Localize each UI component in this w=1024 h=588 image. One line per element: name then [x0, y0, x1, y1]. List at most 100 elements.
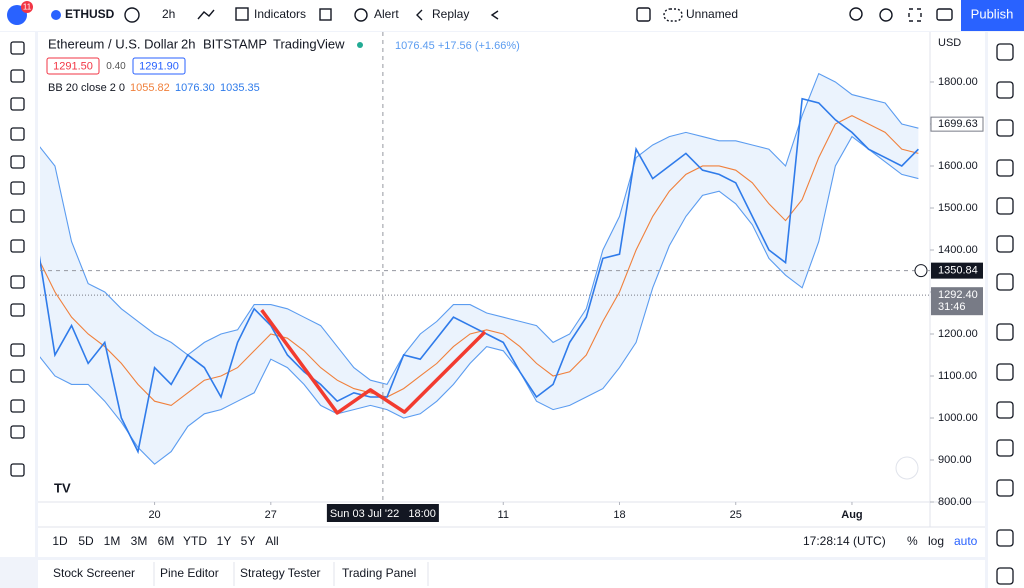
- range-button[interactable]: 6M: [158, 534, 175, 548]
- percent-toggle[interactable]: %: [907, 534, 918, 548]
- band-fill: [40, 73, 919, 465]
- panel-tab[interactable]: Trading Panel: [342, 566, 416, 580]
- x-tick-label: 18: [613, 509, 625, 521]
- tool-button[interactable]: [10, 239, 25, 253]
- range-button[interactable]: All: [265, 534, 278, 548]
- tool-button[interactable]: [10, 155, 25, 169]
- bid-box[interactable]: [46, 57, 100, 75]
- panel-tab[interactable]: Stock Screener: [53, 566, 135, 580]
- market-status: [357, 42, 363, 48]
- fullscreen-button[interactable]: [908, 8, 922, 22]
- plot: [40, 72, 919, 465]
- y-tick-label: 1200.00: [938, 328, 978, 340]
- top-toolbar: [0, 0, 1024, 31]
- range-button[interactable]: 3M: [131, 534, 148, 548]
- clock: 17:28:14 (UTC): [803, 534, 886, 548]
- symbol-name: Ethereum / U.S. Dollar: [48, 36, 179, 51]
- range-button[interactable]: 1Y: [217, 534, 232, 548]
- range-button[interactable]: 5Y: [241, 534, 256, 548]
- x-tick-label: Aug: [841, 509, 862, 521]
- tool-button[interactable]: [10, 303, 25, 317]
- chart-panel: [38, 32, 985, 557]
- currency[interactable]: USD: [938, 37, 961, 49]
- tool-button[interactable]: [10, 399, 25, 413]
- crosshair-y-label: 1350.84: [938, 265, 978, 277]
- tool-button[interactable]: [10, 343, 25, 357]
- panel-button[interactable]: [996, 119, 1014, 137]
- panel-tab[interactable]: Pine Editor: [160, 566, 219, 580]
- spread: 0.40: [106, 61, 126, 72]
- indicators-button[interactable]: Indicators: [254, 7, 306, 21]
- left-toolbar: [0, 32, 35, 557]
- y-tick-label: 1800.00: [938, 76, 978, 88]
- replay-button[interactable]: Replay: [432, 7, 469, 21]
- crosshair-x-label: Sun 03 Jul '22 18:00: [330, 508, 436, 520]
- tool-button[interactable]: [10, 463, 25, 477]
- tool-button[interactable]: [10, 69, 25, 83]
- add-button[interactable]: [914, 264, 928, 278]
- templates-button[interactable]: [319, 8, 332, 21]
- bid-tag: [931, 287, 983, 316]
- logo: TV: [54, 480, 71, 495]
- y-tick-label: 1400.00: [938, 244, 978, 256]
- panel-button[interactable]: [996, 197, 1014, 215]
- panel-button[interactable]: [996, 567, 1014, 585]
- panel-button[interactable]: [996, 235, 1014, 253]
- ask-box[interactable]: [132, 57, 186, 75]
- interval[interactable]: 2h: [162, 7, 175, 21]
- tool-button[interactable]: [10, 127, 25, 141]
- panel-button[interactable]: [996, 81, 1014, 99]
- panel-button[interactable]: [996, 323, 1014, 341]
- layout-checkbox[interactable]: [636, 7, 651, 22]
- panel-button[interactable]: [996, 159, 1014, 177]
- snapshot-button[interactable]: [936, 8, 953, 21]
- crosshair-y-tag: [931, 262, 983, 279]
- panel-tab[interactable]: Strategy Tester: [240, 566, 320, 580]
- log-toggle[interactable]: log: [928, 534, 944, 548]
- panel-button[interactable]: [996, 401, 1014, 419]
- source: TradingView: [273, 36, 345, 51]
- tool-button[interactable]: [10, 369, 25, 383]
- bid[interactable]: 1291.50: [53, 60, 93, 72]
- chart-type-button[interactable]: [197, 9, 215, 20]
- tool-button[interactable]: [10, 275, 25, 289]
- range-button[interactable]: 1D: [52, 534, 68, 548]
- panel-button[interactable]: [996, 479, 1014, 497]
- zigzag-drawing[interactable]: [260, 309, 487, 415]
- y-tick-label: 1500.00: [938, 202, 978, 214]
- panel-button[interactable]: [996, 363, 1014, 381]
- panel-button[interactable]: [996, 43, 1014, 61]
- exchange: BITSTAMP: [203, 36, 267, 51]
- tool-button[interactable]: [10, 97, 25, 111]
- crosshair-x-tag: [326, 504, 439, 522]
- range-button[interactable]: 5D: [78, 534, 94, 548]
- ask[interactable]: 1291.90: [139, 60, 179, 72]
- range-button[interactable]: 1M: [104, 534, 121, 548]
- tool-button[interactable]: [10, 181, 25, 195]
- panel-button[interactable]: [996, 439, 1014, 457]
- range-button[interactable]: YTD: [183, 534, 207, 548]
- panel-button[interactable]: [996, 529, 1014, 547]
- panel-button[interactable]: [996, 273, 1014, 291]
- y-tick-label: 1000.00: [938, 412, 978, 424]
- tool-button[interactable]: [10, 425, 25, 439]
- alert-button[interactable]: Alert: [374, 7, 399, 21]
- legend-interval: 2h: [181, 36, 195, 51]
- layout-name[interactable]: Unnamed: [686, 7, 738, 21]
- publish-button[interactable]: Publish: [971, 6, 1014, 21]
- countdown: 31:46: [938, 301, 966, 313]
- auto-toggle[interactable]: auto: [954, 534, 978, 548]
- settings-button[interactable]: [879, 8, 893, 22]
- compare-button[interactable]: [124, 7, 140, 23]
- search-button[interactable]: [849, 7, 863, 21]
- bb-upper: 1076.30: [175, 82, 215, 94]
- y-tick-label: 900.00: [938, 454, 972, 466]
- tool-button[interactable]: [10, 41, 25, 55]
- scroll-button[interactable]: [895, 456, 919, 480]
- last-price-tag: [930, 116, 984, 132]
- symbol[interactable]: ETHUSD: [65, 7, 115, 21]
- tool-button[interactable]: [10, 209, 25, 223]
- x-tick-label: 25: [730, 509, 742, 521]
- undo-button[interactable]: [490, 10, 499, 20]
